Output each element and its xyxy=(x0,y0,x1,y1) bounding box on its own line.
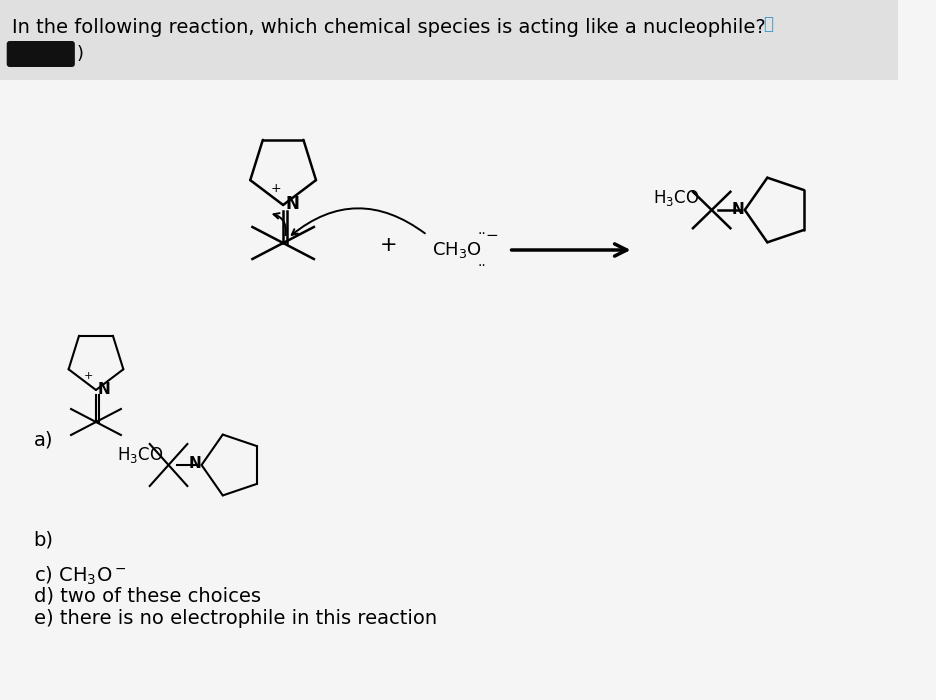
Text: ··: ·· xyxy=(478,259,487,273)
Text: +: + xyxy=(271,182,281,195)
Text: In the following reaction, which chemical species is acting like a nucleophile?: In the following reaction, which chemica… xyxy=(11,18,766,37)
Text: ··: ·· xyxy=(478,227,487,241)
FancyBboxPatch shape xyxy=(7,41,75,67)
Text: H$_3$CO: H$_3$CO xyxy=(652,188,699,208)
Text: e) there is no electrophile in this reaction: e) there is no electrophile in this reac… xyxy=(34,609,437,628)
Text: 🔊: 🔊 xyxy=(763,15,773,33)
Text: N: N xyxy=(189,456,202,472)
Text: N: N xyxy=(98,382,110,396)
Text: CH$_3$O: CH$_3$O xyxy=(431,240,482,260)
Text: −: − xyxy=(486,228,498,243)
Text: +: + xyxy=(83,371,93,381)
Text: b): b) xyxy=(34,530,53,549)
Text: N: N xyxy=(731,202,744,216)
Bar xyxy=(0,0,899,80)
Text: +: + xyxy=(380,235,398,255)
Text: N: N xyxy=(285,195,299,213)
Text: d) two of these choices: d) two of these choices xyxy=(34,587,260,606)
Text: a): a) xyxy=(34,430,53,449)
Text: H$_3$CO: H$_3$CO xyxy=(117,445,164,465)
Text: ): ) xyxy=(77,45,84,63)
Text: c) CH$_3$O$^-$: c) CH$_3$O$^-$ xyxy=(34,565,126,587)
